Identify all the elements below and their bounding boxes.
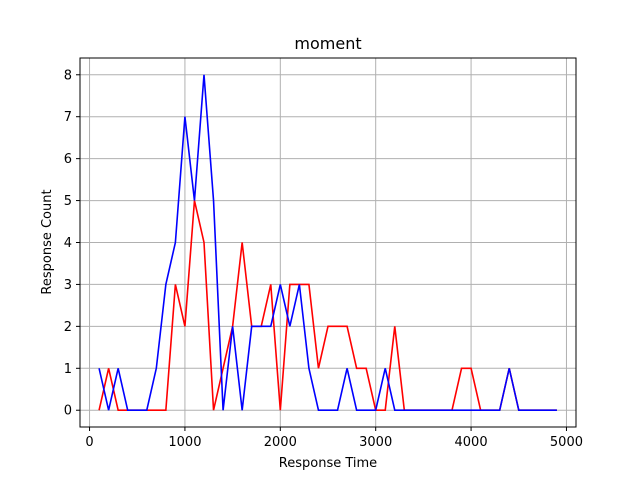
y-tick-label: 1 bbox=[64, 362, 72, 377]
chart-title: moment bbox=[294, 34, 361, 53]
series-layer bbox=[98, 74, 557, 412]
y-tick-label: 0 bbox=[64, 404, 72, 419]
x-axis: 0 1000 2000 3000 4000 5000 bbox=[85, 427, 583, 450]
y-tick-label: 3 bbox=[64, 278, 72, 293]
y-axis-label: Response Count bbox=[40, 189, 55, 294]
x-tick-label: 5000 bbox=[550, 435, 583, 450]
y-tick-label: 4 bbox=[64, 236, 72, 251]
x-tick-label: 2000 bbox=[264, 435, 297, 450]
x-tick-label: 3000 bbox=[359, 435, 392, 450]
x-tick-label: 4000 bbox=[455, 435, 488, 450]
x-axis-label: Response Time bbox=[279, 456, 377, 471]
y-tick-label: 5 bbox=[64, 194, 72, 209]
y-axis: 0 1 2 3 4 5 6 7 8 bbox=[64, 68, 80, 419]
x-tick-label: 1000 bbox=[168, 435, 201, 450]
y-tick-label: 2 bbox=[64, 320, 72, 335]
y-tick-label: 7 bbox=[64, 110, 72, 125]
grid bbox=[80, 58, 576, 427]
y-tick-label: 6 bbox=[64, 152, 72, 167]
x-tick-label: 0 bbox=[85, 435, 93, 450]
y-tick-label: 8 bbox=[64, 68, 72, 83]
series-line-2 bbox=[98, 74, 557, 412]
